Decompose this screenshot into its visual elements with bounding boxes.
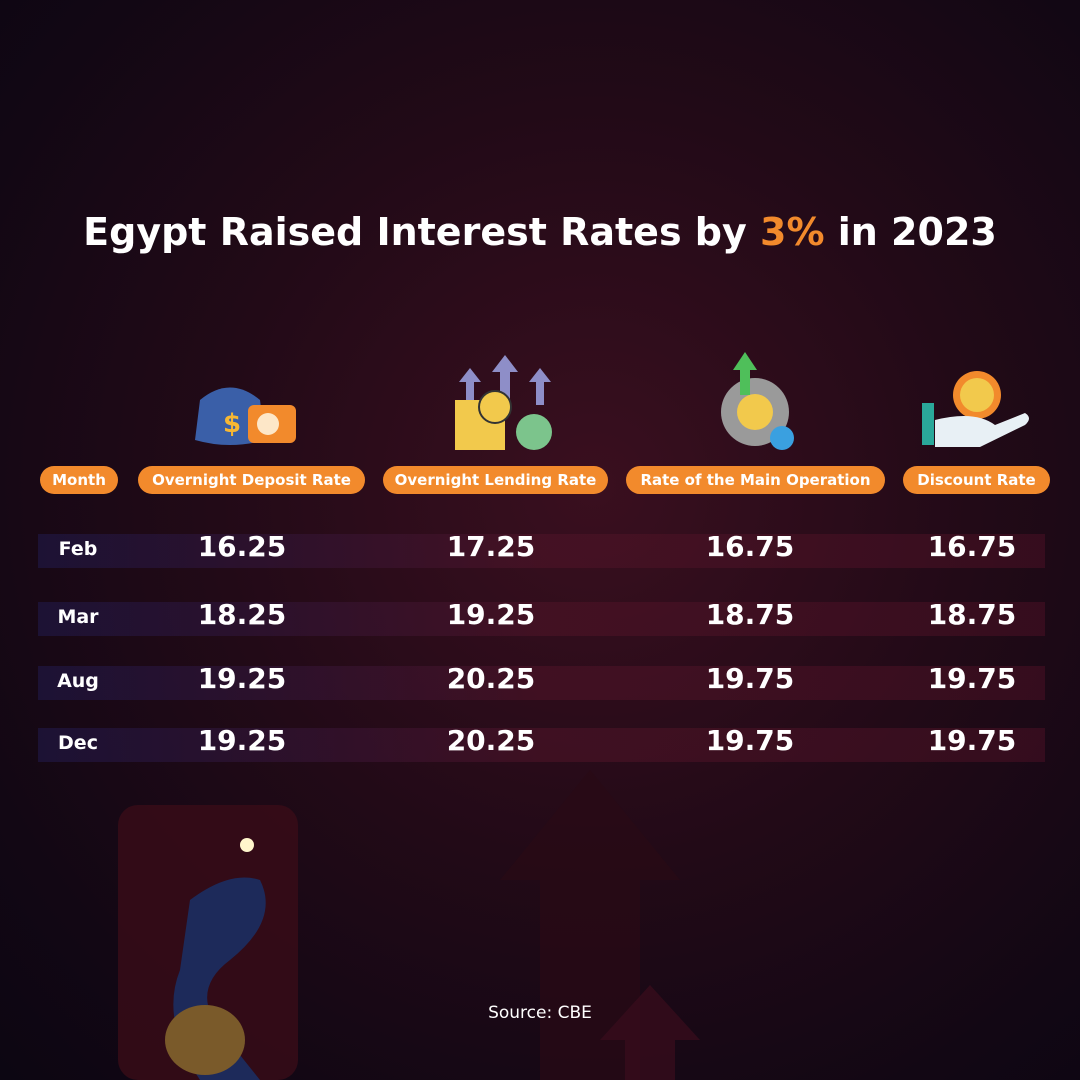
- icon-glyph: $: [223, 409, 241, 439]
- column-header: Rate of the Main Operation: [626, 466, 885, 494]
- column-header: Month: [40, 466, 118, 494]
- rate-cell: 19.75: [927, 662, 1017, 695]
- month-cell: Mar: [57, 606, 99, 628]
- bulb: [240, 838, 254, 852]
- month-cell: Feb: [58, 538, 98, 560]
- rate-cell: 18.75: [705, 598, 795, 631]
- coin-icon: [960, 378, 994, 412]
- arrow-icon: [529, 368, 551, 405]
- rate-cell: 18.75: [927, 598, 1017, 631]
- rate-cell: 19.25: [197, 724, 287, 757]
- title-highlight: 3%: [760, 210, 825, 254]
- rate-cell: 20.25: [446, 662, 536, 695]
- rate-cell: 19.75: [705, 724, 795, 757]
- rate-cell: 17.25: [446, 530, 536, 563]
- arrow-icon: [492, 355, 518, 400]
- percent-icon: [770, 426, 794, 450]
- arrow-icon: [459, 368, 481, 400]
- coin-icon: [737, 394, 773, 430]
- column-header: Overnight Lending Rate: [383, 466, 608, 494]
- rate-cell: 18.25: [197, 598, 287, 631]
- month-cell: Dec: [58, 732, 98, 754]
- coin-icon: [478, 390, 512, 424]
- rate-cell: 19.75: [705, 662, 795, 695]
- arrow-bg: [600, 985, 700, 1080]
- month-cell: Aug: [57, 670, 99, 692]
- cuff-icon: [922, 403, 934, 445]
- title-text: in 2023: [837, 210, 997, 254]
- row-band: [38, 728, 1045, 762]
- clock: [257, 413, 279, 435]
- arrow-icon: [733, 352, 757, 395]
- source: Source: CBE: [488, 1003, 592, 1023]
- row-band: [38, 534, 1045, 568]
- column-header: Discount Rate: [903, 466, 1050, 494]
- row-band: [38, 602, 1045, 636]
- rate-cell: 16.75: [927, 530, 1017, 563]
- hand-icon: [935, 413, 1029, 447]
- rate-cell: 19.25: [446, 598, 536, 631]
- rate-cell: 19.25: [197, 662, 287, 695]
- row-band: [38, 666, 1045, 700]
- money-bag-icon: [195, 387, 265, 445]
- rate-cell: 20.25: [446, 724, 536, 757]
- title: Egypt Raised Interest Rates by 3% in 202…: [0, 210, 1080, 254]
- column-header: Overnight Deposit Rate: [138, 466, 365, 494]
- rate-cell: 19.75: [927, 724, 1017, 757]
- rate-cell: 16.75: [705, 530, 795, 563]
- coins: [165, 1005, 245, 1075]
- percent-icon: [516, 414, 552, 450]
- title-text: Egypt Raised Interest Rates by: [83, 210, 747, 254]
- rate-cell: 16.25: [197, 530, 287, 563]
